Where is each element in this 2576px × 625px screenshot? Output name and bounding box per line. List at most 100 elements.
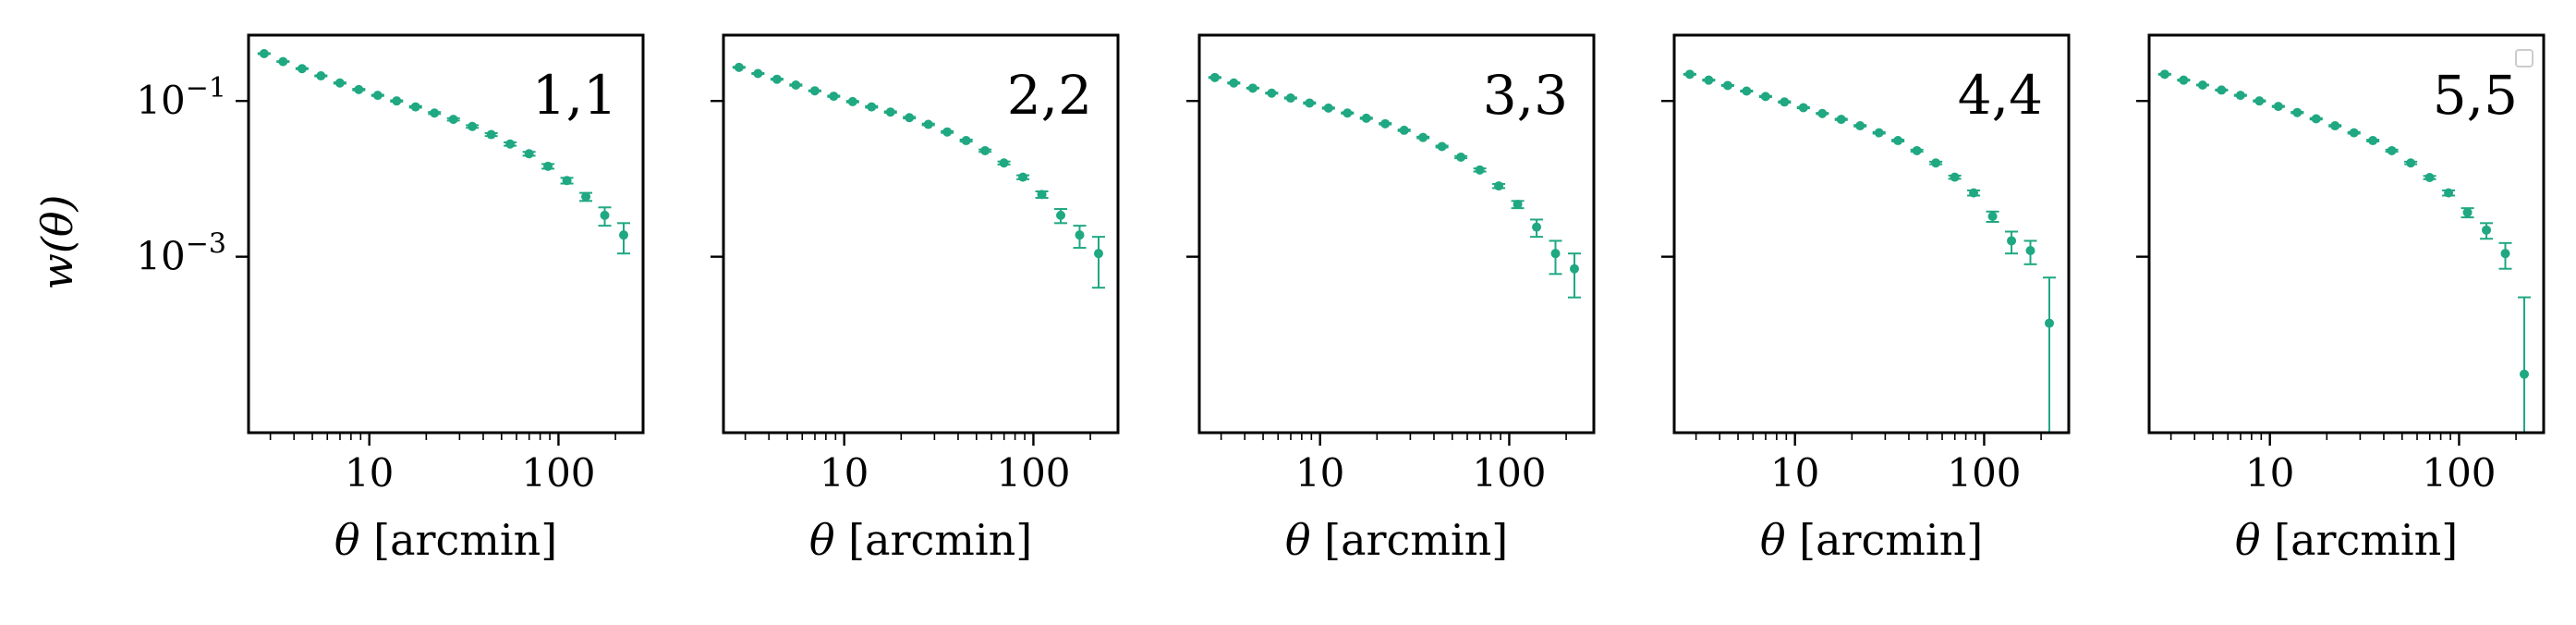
data-point xyxy=(295,64,309,74)
data-marker xyxy=(354,84,364,94)
series xyxy=(1683,69,2056,433)
data-point xyxy=(1341,108,1355,118)
data-marker xyxy=(2311,114,2321,124)
data-point xyxy=(484,129,498,140)
panel-3: 10 100 θ [arcmin] 3,3 xyxy=(1186,33,1596,565)
data-point xyxy=(1303,98,1317,108)
data-marker xyxy=(734,62,744,72)
data-point xyxy=(921,119,935,129)
data-marker xyxy=(1780,97,1790,107)
data-marker xyxy=(847,96,857,106)
data-point xyxy=(1778,97,1792,107)
data-marker xyxy=(448,115,458,125)
data-point xyxy=(579,191,593,202)
data-point xyxy=(865,102,879,112)
data-point xyxy=(1929,158,1943,168)
data-point xyxy=(1986,210,1999,223)
x-axis-label: θ [arcmin] xyxy=(1285,515,1508,565)
data-point xyxy=(1796,103,1810,113)
x-axis-label: θ [arcmin] xyxy=(2235,515,2458,565)
data-marker xyxy=(2292,107,2303,117)
data-point xyxy=(2328,121,2342,131)
data-marker xyxy=(334,78,345,88)
data-point xyxy=(371,91,384,101)
legend-box xyxy=(2515,49,2533,67)
data-point xyxy=(1530,218,1544,239)
data-marker xyxy=(867,102,877,112)
data-marker xyxy=(2159,69,2169,80)
data-marker xyxy=(1437,141,1447,152)
data-point xyxy=(1720,80,1734,91)
data-point xyxy=(1872,128,1886,138)
data-marker xyxy=(316,71,326,81)
data-marker xyxy=(923,119,933,129)
data-marker xyxy=(430,108,440,118)
data-point xyxy=(1073,225,1087,250)
data-point xyxy=(959,136,973,146)
data-point xyxy=(2290,107,2304,117)
data-point xyxy=(903,113,917,123)
data-marker xyxy=(1075,230,1085,240)
data-marker xyxy=(1704,75,1714,85)
data-point xyxy=(2461,207,2474,219)
data-point xyxy=(941,127,954,137)
data-marker xyxy=(1569,263,1579,274)
data-marker xyxy=(1456,152,1466,162)
data-point xyxy=(1740,86,1754,96)
data-point xyxy=(789,80,803,90)
data-point xyxy=(1891,136,1905,146)
x-tick-label: 10 xyxy=(2245,450,2294,496)
data-point xyxy=(1948,172,1962,182)
x-axis-label: θ [arcmin] xyxy=(334,515,557,565)
data-point xyxy=(1511,200,1525,210)
data-point xyxy=(2309,114,2323,124)
x-tick-label: 100 xyxy=(2422,450,2496,496)
x-ticks xyxy=(2169,433,2517,446)
data-marker xyxy=(2330,121,2340,131)
data-point xyxy=(2480,222,2494,240)
data-marker xyxy=(410,102,420,112)
data-marker xyxy=(1323,103,1333,113)
data-marker xyxy=(1037,190,1047,200)
data-marker xyxy=(2444,188,2454,198)
data-marker xyxy=(2519,369,2529,379)
x-ticks xyxy=(1220,433,1567,446)
data-point xyxy=(1702,75,1716,85)
data-point xyxy=(2253,96,2266,106)
data-point xyxy=(1853,121,1867,131)
data-marker xyxy=(2482,225,2492,235)
data-point xyxy=(333,78,346,88)
panel-1: 10 100 10−1 10−3 θ [arcmin] 1,1 xyxy=(136,33,645,565)
data-point xyxy=(428,108,442,118)
data-marker xyxy=(1209,72,1220,82)
data-marker xyxy=(372,91,383,101)
data-marker xyxy=(600,210,610,220)
data-marker xyxy=(618,230,628,240)
panel-title: 4,4 xyxy=(1958,64,2043,127)
data-marker xyxy=(1285,93,1295,104)
data-marker xyxy=(1950,172,1960,182)
data-marker xyxy=(1399,125,1409,135)
data-point xyxy=(1816,108,1829,118)
data-point xyxy=(1834,115,1848,125)
data-marker xyxy=(885,107,895,117)
data-point xyxy=(522,149,536,159)
panel-title: 1,1 xyxy=(532,64,617,127)
data-point xyxy=(845,96,859,106)
data-point xyxy=(541,161,555,171)
data-marker xyxy=(809,86,820,96)
data-marker xyxy=(1247,83,1258,93)
data-marker xyxy=(2349,128,2359,138)
data-marker xyxy=(2217,85,2227,95)
data-marker xyxy=(1056,210,1066,220)
data-marker xyxy=(2273,102,2283,112)
axes-frame xyxy=(2147,33,2546,435)
data-marker xyxy=(2500,249,2510,259)
data-marker xyxy=(1418,132,1428,142)
data-point xyxy=(1397,125,1411,135)
y-axis-label: w(θ) xyxy=(32,195,82,290)
data-marker xyxy=(999,158,1009,168)
data-marker xyxy=(1893,136,1903,146)
data-marker xyxy=(468,121,478,131)
data-marker xyxy=(2025,245,2035,255)
